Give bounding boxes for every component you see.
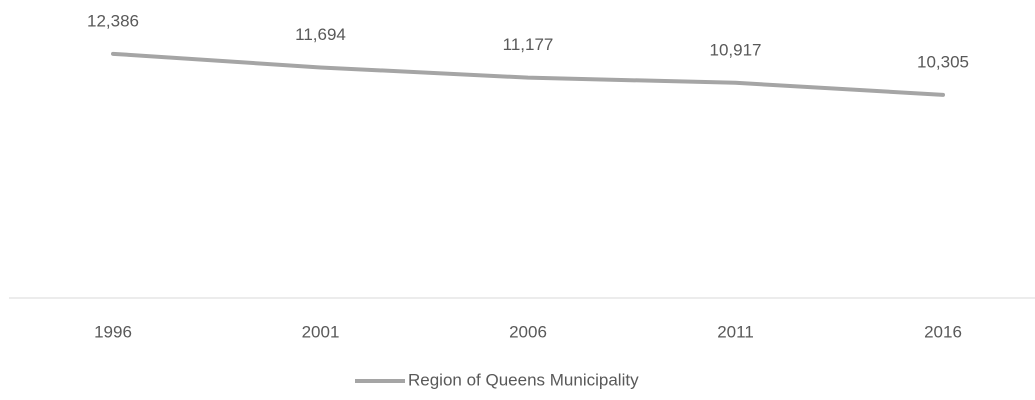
x-tick-label: 2001 <box>302 322 340 341</box>
data-label: 12,386 <box>87 11 139 30</box>
legend-label: Region of Queens Municipality <box>408 370 639 389</box>
x-tick-label: 2011 <box>717 322 754 341</box>
x-tick-label: 1996 <box>94 322 132 341</box>
data-label: 11,694 <box>295 25 346 44</box>
x-tick-label: 2006 <box>509 322 547 341</box>
data-label: 10,917 <box>710 40 762 59</box>
series-line <box>111 51 945 97</box>
data-label: 10,305 <box>917 52 969 71</box>
x-tick-label: 2016 <box>924 322 962 341</box>
data-label: 11,177 <box>503 35 554 54</box>
